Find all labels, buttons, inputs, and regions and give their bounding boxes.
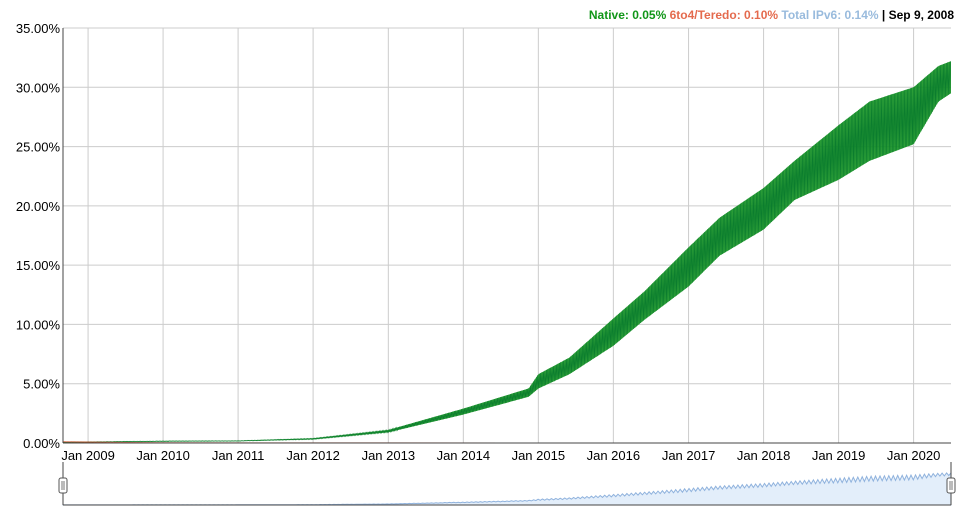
ticks-layer: 0.00% 5.00% 10.00% 15.00% 20.00% 25.00% 30.00%… bbox=[16, 21, 940, 463]
x-tick-label: Jan 2012 bbox=[286, 448, 340, 463]
x-tick-label: Jan 2019 bbox=[812, 448, 866, 463]
y-tick-label: 35.00% bbox=[16, 21, 61, 36]
y-tick-label: 5.00% bbox=[23, 377, 60, 392]
legend: Native: 0.05% 6to4/Teredo: 0.10% Total I… bbox=[589, 8, 954, 22]
x-tick-label: Jan 2010 bbox=[136, 448, 190, 463]
legend-separator: | bbox=[881, 8, 886, 22]
y-tick-label: 15.00% bbox=[16, 258, 61, 273]
x-tick-label: Jan 2015 bbox=[512, 448, 566, 463]
series-native-line bbox=[62, 61, 951, 443]
x-tick-label: Jan 2013 bbox=[362, 448, 416, 463]
x-tick-label: Jan 2009 bbox=[61, 448, 115, 463]
legend-date: Sep 9, 2008 bbox=[888, 8, 954, 22]
y-tick-label: 10.00% bbox=[16, 317, 61, 332]
range-handle-right[interactable] bbox=[946, 477, 956, 494]
legend-native: Native: 0.05% bbox=[588, 8, 667, 22]
series-native-band bbox=[63, 61, 951, 443]
x-tick-label: Jan 2011 bbox=[212, 448, 265, 463]
series-layer bbox=[62, 61, 951, 444]
axis-layer bbox=[62, 28, 951, 444]
y-tick-label: 25.00% bbox=[16, 140, 61, 155]
y-tick-label: 20.00% bbox=[16, 199, 61, 214]
y-tick-label: 30.00% bbox=[16, 80, 61, 95]
legend-teredo: 6to4/Teredo: 0.10% bbox=[669, 8, 779, 22]
y-tick-label: 0.00% bbox=[23, 436, 60, 451]
x-tick-label: Jan 2017 bbox=[662, 448, 716, 463]
legend-total: Total IPv6: 0.14% bbox=[781, 8, 879, 22]
x-tick-label: Jan 2014 bbox=[437, 448, 491, 463]
x-tick-label: Jan 2018 bbox=[737, 448, 791, 463]
grid bbox=[63, 27, 951, 443]
x-tick-label: Jan 2020 bbox=[887, 448, 941, 463]
range-handle-left[interactable] bbox=[58, 477, 68, 494]
x-tick-label: Jan 2016 bbox=[587, 448, 641, 463]
range-selector[interactable] bbox=[58, 462, 956, 506]
